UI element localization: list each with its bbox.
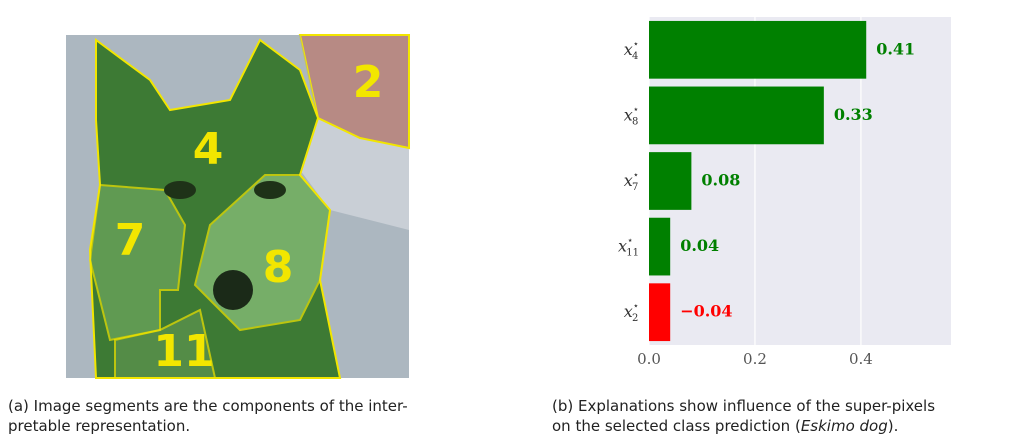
x-tick-label: 0.2 xyxy=(743,350,767,368)
bar xyxy=(649,217,671,276)
caption-line: (b) Explanations show influence of the s… xyxy=(552,397,936,415)
value-label: 0.41 xyxy=(876,39,915,58)
value-label: 0.33 xyxy=(834,105,873,124)
category-sub: 7 xyxy=(632,182,638,193)
dog-nose xyxy=(213,270,253,310)
bar xyxy=(649,86,824,145)
category-base: x xyxy=(624,302,633,321)
x-tick-label: 0.4 xyxy=(849,350,873,368)
segment-11 xyxy=(114,308,217,379)
segment-labels: 2 4 7 8 11 xyxy=(115,57,384,377)
category-base: x xyxy=(624,105,633,124)
segmented-image xyxy=(66,34,410,379)
segment-label: 11 xyxy=(153,326,214,377)
caption-a: (a) Image segments are the components of… xyxy=(8,396,408,436)
segment-label: 8 xyxy=(263,242,294,293)
caption-text: on the selected class prediction ( xyxy=(552,417,801,435)
segment-label: 2 xyxy=(353,57,384,108)
category-sub: 8 xyxy=(632,116,638,127)
category-sup: ⋆ xyxy=(627,235,633,246)
y-tick-label: x⋆ 7 xyxy=(624,170,639,193)
y-tick-label: x⋆ 2 xyxy=(624,301,639,324)
bar xyxy=(649,20,867,79)
value-label: 0.08 xyxy=(701,171,740,190)
caption-line: on the selected class prediction (Eskimo… xyxy=(552,416,935,436)
category-base: x xyxy=(618,236,627,255)
dog-eye xyxy=(254,181,286,199)
caption-line: (a) Image segments are the components of… xyxy=(8,397,408,415)
bar xyxy=(649,283,671,342)
bar-chart: 0.0 0.2 0.40.41x⋆ 40.33x⋆ 80.08x⋆ 70.04x⋆ 11−0… xyxy=(618,17,951,368)
caption-class-name: Eskimo dog xyxy=(800,417,888,435)
category-sup: ⋆ xyxy=(633,38,639,49)
segment-label: 4 xyxy=(193,124,224,175)
category-sup: ⋆ xyxy=(633,301,639,312)
category-sub: 2 xyxy=(632,313,638,324)
category-sup: ⋆ xyxy=(633,170,639,181)
value-label: 0.04 xyxy=(680,236,719,255)
category-sup: ⋆ xyxy=(633,104,639,115)
caption-text: ). xyxy=(887,417,899,435)
segment-label: 7 xyxy=(115,215,146,266)
category-sub: 11 xyxy=(626,247,639,258)
bar xyxy=(649,152,692,210)
y-tick-label: x⋆ 11 xyxy=(618,235,639,258)
category-base: x xyxy=(624,171,633,190)
category-base: x xyxy=(624,39,633,58)
dog-eye xyxy=(164,181,196,199)
segment-7 xyxy=(88,183,187,342)
category-sub: 4 xyxy=(632,50,638,61)
x-tick-label: 0.0 xyxy=(637,350,661,368)
caption-b: (b) Explanations show influence of the s… xyxy=(552,396,935,436)
value-label: −0.04 xyxy=(680,302,732,321)
y-tick-label: x⋆ 8 xyxy=(624,104,639,127)
caption-line: pretable representation. xyxy=(8,417,191,435)
y-tick-label: x⋆ 4 xyxy=(624,38,639,61)
